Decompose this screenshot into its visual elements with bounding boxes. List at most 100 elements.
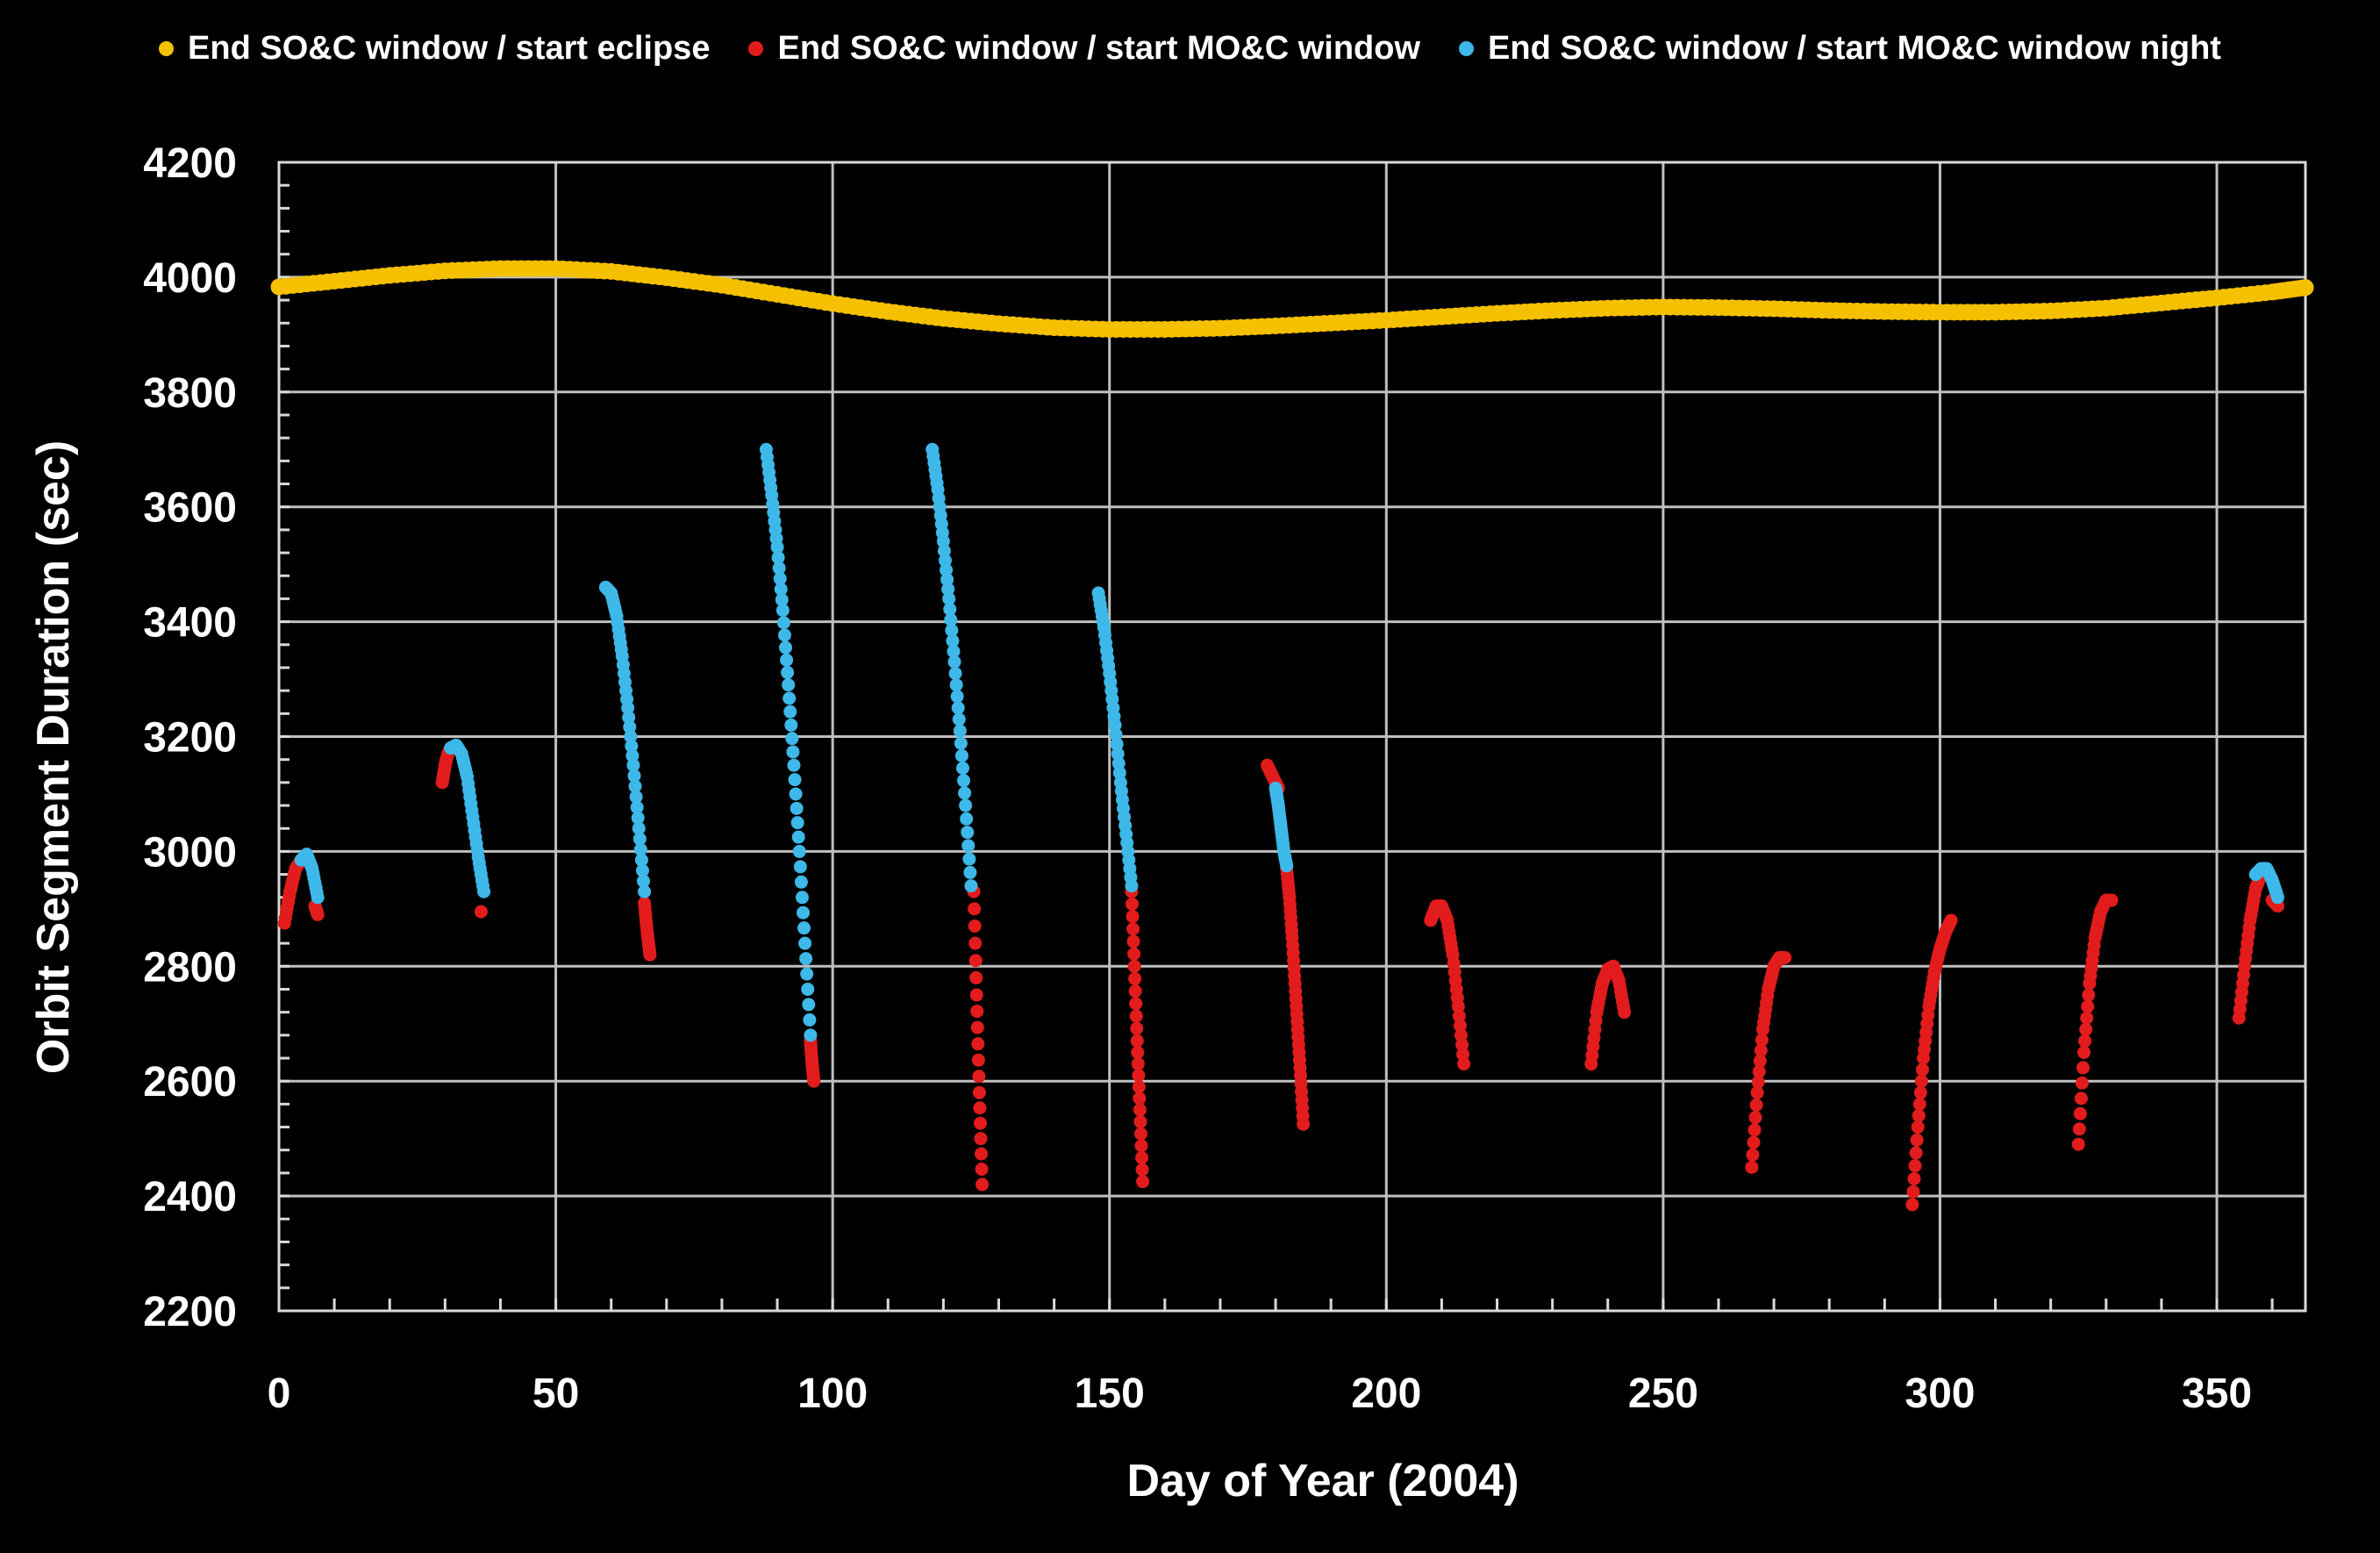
moc-point [1905,1198,1919,1212]
moc-night-point [776,616,790,630]
moc-point [968,954,983,968]
moc-night-point [961,839,976,853]
moc-point [1132,1080,1146,1094]
moc-point [1128,984,1142,998]
moc-point [1753,1054,1767,1068]
moc-point [1135,1150,1149,1164]
moc-point [1127,959,1141,973]
x-tick-label: 200 [1351,1371,1421,1417]
moc-night-point [800,967,814,981]
moc-point [1129,1009,1143,1023]
moc-night-point [783,705,797,719]
moc-night-point [629,790,643,804]
moc-night-point [940,563,954,577]
moc-night-point [942,591,956,605]
moc-point [1454,1028,1468,1042]
moc-night-point [770,540,784,555]
y-tick-label: 2800 [143,944,237,991]
moc-night-point [627,769,641,783]
moc-point [1457,1057,1471,1071]
moc-point [969,988,983,1002]
moc-point [968,919,982,933]
moc-point [1453,1019,1467,1033]
axis-layer: 2200240026002800300032003400360038004000… [143,140,2274,1417]
moc-night-point [945,623,959,637]
moc-point [1297,1117,1311,1131]
moc-night-point [625,739,639,753]
moc-point [1908,1159,1922,1173]
moc-point [1915,1063,1929,1077]
moc-point [474,905,488,919]
y-tick-label: 3600 [143,485,237,532]
moc-night-point [787,758,801,772]
eclipse-point [2297,279,2314,297]
moc-point [1127,947,1141,961]
moc-night-point [630,800,644,814]
moc-point [1126,922,1140,936]
legend-label-moc-night: End SO&C window / start MO&C window nigh… [1488,30,2221,67]
moc-night-point [795,891,809,905]
moc-point [1911,1120,1925,1134]
y-tick-label: 3000 [143,829,237,876]
moc-night-point [782,678,796,692]
moc-point [973,1101,987,1115]
moc-night-point [633,832,647,846]
moc-point [971,1037,985,1051]
moc-night-point [626,758,640,772]
moc-point [1752,1064,1766,1078]
legend-marker-yellow [159,41,175,56]
x-tick-label: 250 [1628,1371,1698,1417]
moc-night-point [960,812,974,826]
grid-layer [277,161,2307,1313]
moc-point [1456,1048,1470,1062]
moc-point [1618,1006,1632,1020]
moc-night-point [784,718,798,732]
moc-point [1132,1069,1146,1083]
moc-point [1912,1097,1926,1111]
moc-night-point [781,665,795,679]
moc-night-point [964,879,978,893]
moc-night-point [801,982,815,996]
moc-point [1912,1108,1926,1122]
moc-night-point [797,921,811,935]
moc-night-point [780,653,794,667]
moc-night-point [628,779,642,793]
moc-point [971,1053,985,1067]
moc-night-point [783,691,797,705]
x-tick-label: 150 [1075,1371,1145,1417]
moc-night-point [794,875,808,889]
moc-point [975,1147,989,1161]
moc-night-point [940,573,954,587]
moc-point [2081,999,2095,1013]
moc-point [975,1163,989,1177]
moc-night-point [803,1013,817,1027]
moc-night-point [773,572,787,586]
y-tick-label: 4000 [143,255,237,302]
moc-point [2072,1122,2086,1136]
moc-night-point [624,730,638,743]
moc-night-point [950,690,964,704]
moc-night-point [963,865,977,879]
moc-night-point [941,583,955,597]
moc-point [2073,1106,2087,1120]
moc-point [1131,1045,1145,1059]
moc-point [1907,1171,1921,1185]
moc-night-point [799,952,813,966]
moc-night-point [622,711,636,725]
moc-point [1130,1034,1144,1048]
y-axis-title: Orbit Segment Duration (sec) [28,440,79,1074]
legend-marker-blue [1459,41,1475,56]
moc-night-point [1110,737,1124,751]
y-tick-label: 2200 [143,1289,237,1335]
moc-night-point [796,905,810,920]
moc-point [2078,1034,2092,1048]
moc-night-point [785,732,799,746]
moc-point [968,902,982,916]
moc-night-point [944,612,958,626]
moc-point [973,1116,987,1130]
moc-point [969,970,983,984]
legend-item-moc-night: End SO&C window / start MO&C window nigh… [1459,30,2221,68]
legend-label-moc: End SO&C window / start MO&C window [777,30,1421,67]
moc-point [1133,1103,1147,1117]
moc-night-point [936,534,950,548]
